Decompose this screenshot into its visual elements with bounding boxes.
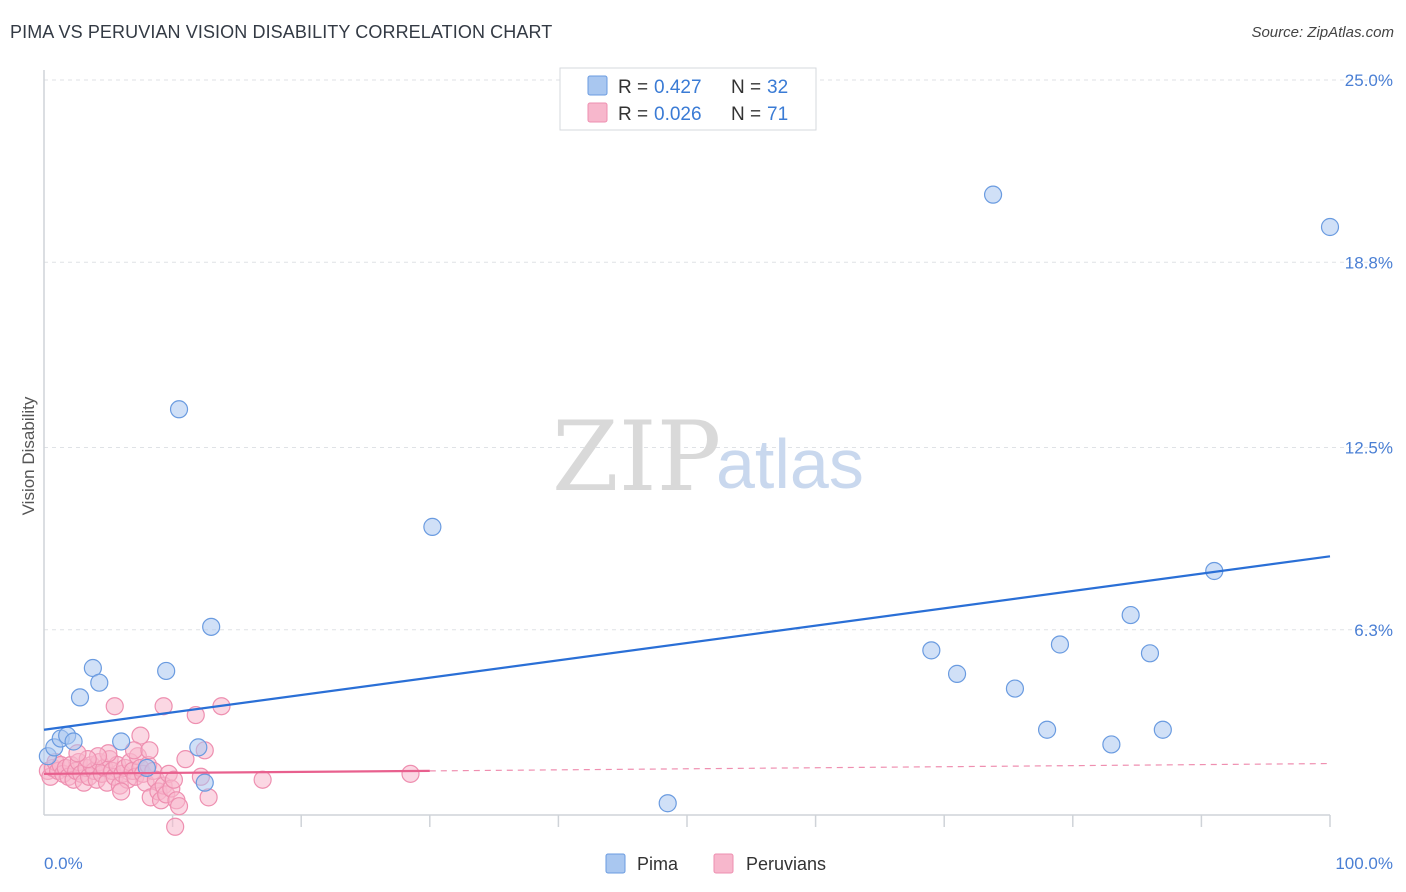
legend-pima-r-label: R = — [618, 77, 648, 98]
bottom-legend-peruvians-label: Peruvians — [746, 854, 826, 874]
peruvians-point-51 — [169, 797, 189, 816]
peruvians-trendline-extension — [429, 762, 1331, 772]
y-tick-label-0: 6.3% — [1354, 621, 1393, 640]
peruvians-point-70 — [140, 741, 159, 760]
pima-point-4 — [70, 688, 90, 707]
source-label: Source: ZipAtlas.com — [1251, 24, 1394, 41]
peruvians-point-54 — [154, 697, 173, 716]
peruvians-trendline — [43, 769, 430, 775]
legend-pima-n-value: 32 — [767, 77, 788, 98]
chart-title: PIMA VS PERUVIAN VISION DISABILITY CORRE… — [10, 22, 553, 42]
legend-top: R = 0.427 N = 32 R = 0.026 N = 71 — [559, 67, 817, 131]
peruvians-point-63 — [176, 750, 195, 769]
trendlines — [43, 555, 1331, 775]
x-tick-marks — [171, 815, 1331, 827]
peruvians-point-69 — [112, 782, 131, 801]
pima-point-22 — [1050, 635, 1070, 654]
pima-trendline — [43, 555, 1331, 731]
legend-pima-r-value: 0.427 — [654, 77, 702, 98]
watermark-zip: ZIP — [552, 401, 721, 513]
pima-point-18 — [947, 664, 967, 683]
pima-point-12 — [189, 738, 208, 757]
bottom-legend-pima-label: Pima — [637, 854, 679, 874]
pima-point-5 — [64, 732, 83, 751]
legend-peruvians-r-label: R = — [618, 104, 648, 125]
legend-peruvians-swatch — [587, 102, 608, 123]
y-axis-label: Vision Disability — [19, 396, 38, 515]
bottom-legend-pima-swatch — [605, 853, 626, 874]
y-tick-label-3: 25.0% — [1345, 71, 1393, 90]
bottom-legend-peruvians-swatch — [713, 853, 734, 874]
pima-point-14 — [202, 617, 221, 636]
x-tick-label-right: 100.0% — [1335, 854, 1393, 873]
pima-point-11 — [169, 400, 189, 419]
legend-bottom: Pima Peruvians — [605, 853, 826, 874]
peruvians-point-67 — [253, 770, 272, 789]
y-tick-labels: 6.3% 12.5% 18.8% 25.0% — [1345, 71, 1393, 640]
pima-point-20 — [1005, 679, 1025, 698]
pima-point-28 — [1320, 217, 1340, 237]
pima-point-21 — [1037, 720, 1057, 739]
pima-point-24 — [1121, 605, 1140, 625]
watermark-atlas: atlas — [716, 425, 864, 503]
pima-point-26 — [1153, 720, 1172, 739]
peruvians-point-52 — [105, 697, 124, 716]
pima-point-25 — [1140, 644, 1160, 663]
pima-point-13 — [195, 773, 214, 792]
legend-peruvians-n-value: 71 — [767, 104, 788, 125]
watermark: ZIP atlas — [552, 401, 864, 513]
pima-point-19 — [983, 185, 1003, 204]
legend-peruvians-r-value: 0.026 — [654, 104, 702, 125]
pima-point-15 — [423, 517, 442, 536]
peruvians-point-49 — [164, 770, 183, 789]
x-tick-label-left: 0.0% — [44, 854, 83, 873]
gridlines — [44, 79, 1393, 631]
peruvians-point-66 — [166, 817, 185, 836]
pima-point-16 — [658, 794, 677, 813]
pima-point-7 — [90, 673, 109, 692]
y-tick-label-1: 12.5% — [1345, 439, 1393, 458]
pima-point-8 — [112, 732, 131, 751]
pima-point-10 — [157, 661, 176, 681]
peruvians-point-68 — [401, 764, 420, 783]
pima-point-23 — [1102, 735, 1121, 754]
legend-pima-n-label: N = — [731, 77, 761, 98]
y-tick-label-2: 18.8% — [1345, 253, 1393, 272]
pima-point-17 — [922, 641, 941, 660]
legend-peruvians-n-label: N = — [731, 104, 761, 125]
legend-pima-swatch — [587, 75, 608, 96]
